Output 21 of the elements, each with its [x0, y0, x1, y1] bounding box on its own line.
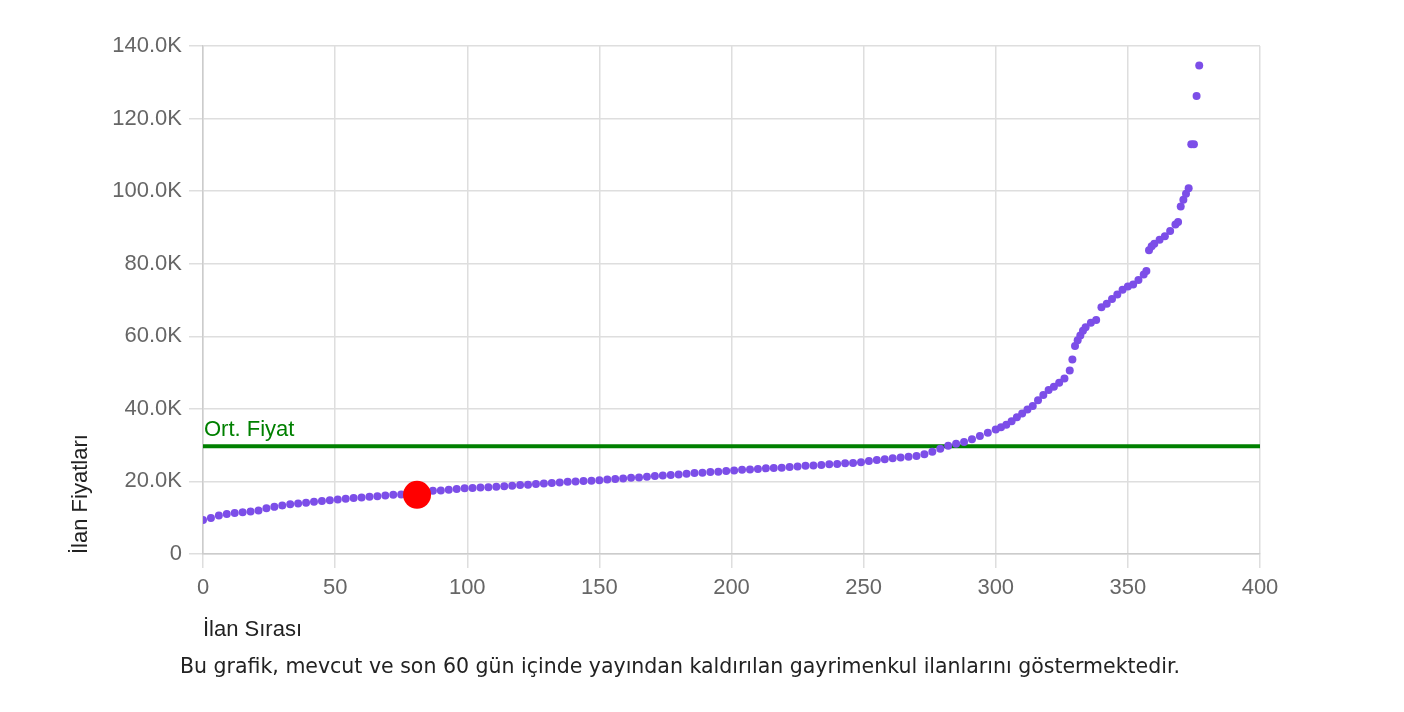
x-tick-label: 200 [713, 574, 750, 600]
x-tick-label: 350 [1109, 574, 1147, 600]
y-tick-label: 40.0K [124, 394, 183, 420]
x-tick-label: 100 [448, 574, 486, 600]
x-tick-label: 400 [1241, 574, 1279, 600]
y-tick-label: 120.0K [112, 104, 183, 130]
x-tick-label: 300 [977, 574, 1015, 600]
y-tick-label: 100.0K [112, 177, 183, 203]
x-tick-label: 50 [322, 574, 348, 600]
x-tick-label: 250 [845, 574, 882, 600]
text: Bu grafik, mevcut ve son 60 gün içinde yayından kaldırılan gayrimenkul ilanlarını göstermektedir. [179, 654, 1181, 678]
y-axis-title: İlan Fiyatları [67, 434, 93, 554]
y-tick-label: 60.0K [124, 322, 183, 348]
y-tick-label: 0 [169, 540, 182, 566]
x-axis-title: İlan Sırası [203, 615, 303, 641]
ref-line-label: Ort. Fiyat [204, 416, 295, 442]
y-tick-label: 140.0K [112, 32, 183, 58]
y-tick-label: 80.0K [124, 249, 183, 275]
x-tick-label: 0 [196, 574, 210, 600]
x-tick-label: 150 [581, 574, 618, 600]
y-tick-label: 20.0K [124, 467, 183, 493]
